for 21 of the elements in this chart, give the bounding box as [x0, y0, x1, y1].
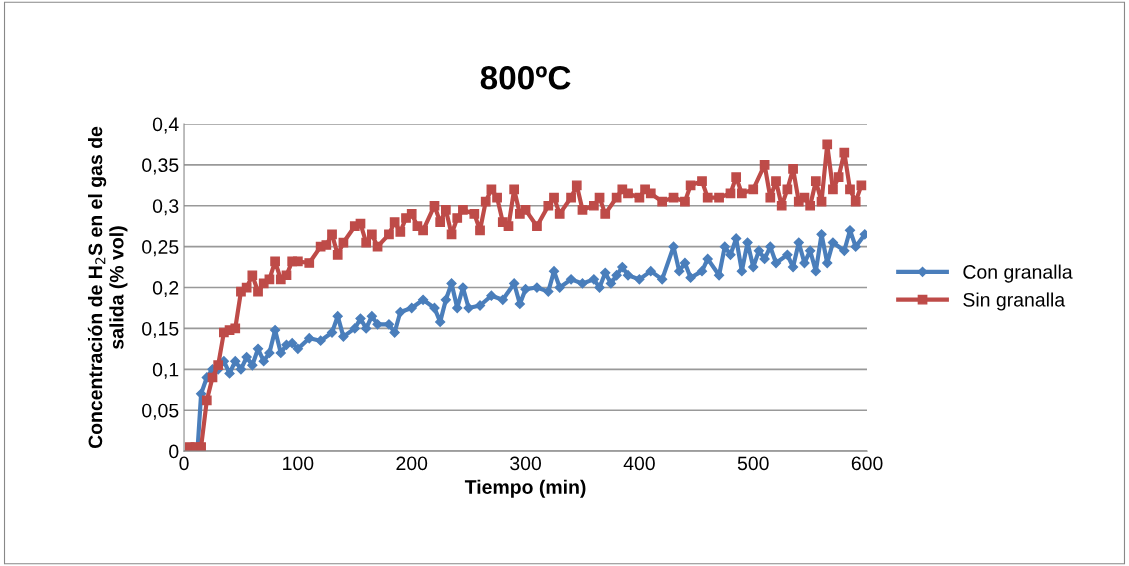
chart-title: 800ºC: [480, 65, 571, 90]
y-tick-label: 0,25: [142, 240, 179, 257]
x-tick-label: 0: [179, 456, 189, 471]
y-axis-title: Concentración de H$_{2}$S en el gas de salida (% vol): [87, 126, 128, 449]
y-tick-label: 0,3: [152, 199, 179, 216]
legend-label: Sin granalla: [963, 292, 1066, 311]
x-tick-label: 300: [510, 456, 542, 471]
x-tick-label: 400: [623, 456, 655, 471]
legend-label: Con granalla: [963, 264, 1073, 283]
y-tick-label: 0,2: [152, 281, 179, 298]
y-tick-label: 0,15: [142, 321, 179, 338]
x-tick-label: 600: [851, 456, 883, 471]
y-tick-label: 0,1: [152, 362, 179, 379]
x-axis-title: Tiempo (min): [464, 479, 586, 498]
y-tick-label: 0,35: [142, 158, 179, 175]
y-tick-label: 0: [169, 444, 179, 459]
x-tick-label: 200: [396, 456, 428, 471]
x-tick-label: 500: [737, 456, 769, 471]
y-tick-label: 0,05: [142, 403, 179, 420]
y-tick-label: 0,4: [152, 117, 179, 134]
x-tick-label: 100: [283, 456, 314, 471]
